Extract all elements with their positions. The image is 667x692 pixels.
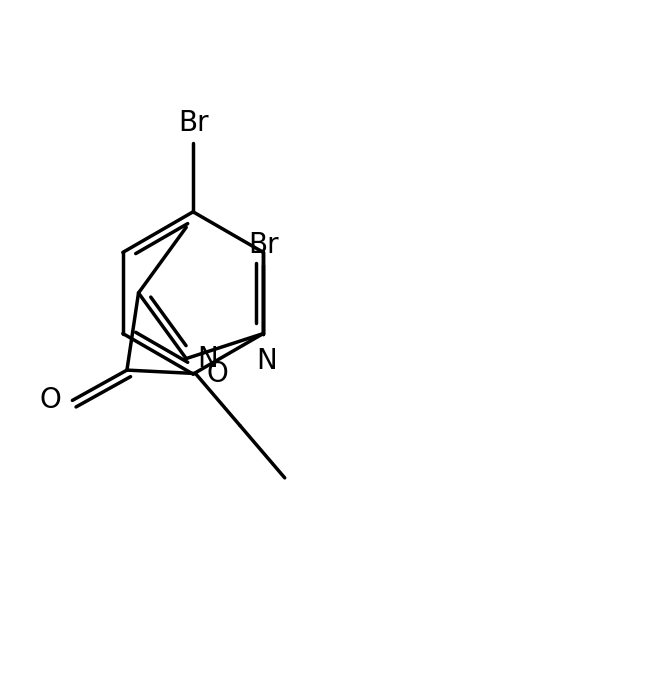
Text: N: N [197, 345, 218, 372]
Text: N: N [256, 347, 277, 375]
Text: O: O [39, 386, 61, 415]
Text: Br: Br [248, 230, 279, 259]
Text: Br: Br [178, 109, 208, 137]
Text: O: O [207, 360, 229, 388]
